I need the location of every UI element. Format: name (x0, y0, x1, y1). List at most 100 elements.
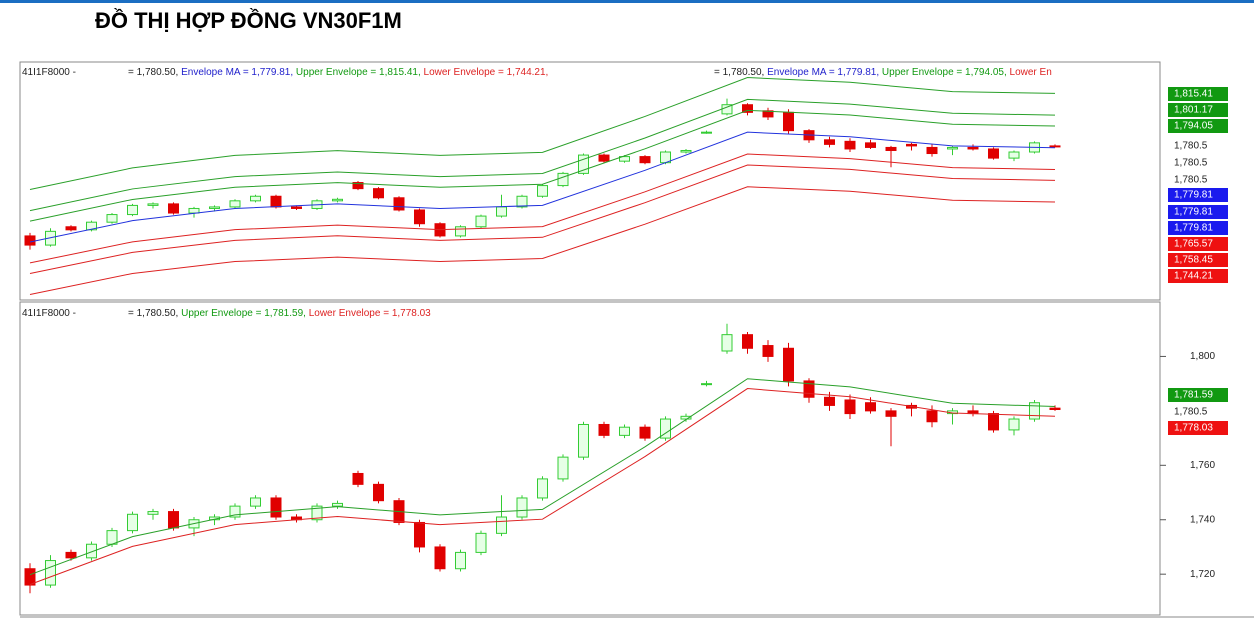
price-label: 1,780.5 (1174, 175, 1208, 186)
candle-body (270, 497, 282, 518)
candle-body (578, 154, 589, 174)
envelope-line (29, 109, 1056, 222)
candle-body (660, 418, 671, 439)
envelope-line (29, 131, 1056, 243)
envelope-line (29, 186, 1056, 295)
price-label: 1,765.57 (1174, 239, 1213, 250)
candle-body (86, 221, 97, 231)
y-tick-label: 1,760 (1190, 460, 1215, 471)
candle-body (209, 206, 220, 209)
panel-frame (19, 301, 1161, 616)
header-part: Envelope MA = 1,779.81, (767, 67, 882, 78)
price-label: 1,801.17 (1174, 105, 1213, 116)
price-badge (1168, 221, 1228, 235)
candle-body (475, 215, 487, 228)
candle-body (824, 396, 835, 406)
candle-body (926, 146, 938, 155)
price-label: 1,781.59 (1174, 390, 1213, 401)
candle-body (557, 456, 569, 480)
candle-body (742, 334, 753, 349)
envelope-line (29, 388, 1056, 585)
header-part: = 1,780.50, (714, 67, 767, 78)
header-part: = 1,780.50, (128, 67, 181, 78)
candle-body (701, 383, 712, 386)
price-badge (1168, 388, 1228, 402)
candle-body (988, 413, 999, 431)
header-part: Upper Envelope = 1,781.59, (181, 308, 309, 319)
candle-body (1049, 145, 1061, 148)
price-label: 1,815.41 (1174, 89, 1213, 100)
candle-body (598, 154, 610, 162)
candle-body (639, 156, 651, 164)
candle-body (86, 543, 97, 559)
price-badge (1168, 205, 1228, 219)
y-tick-label: 1,720 (1190, 569, 1215, 580)
candle-body (311, 505, 323, 521)
candle-body (1029, 402, 1040, 420)
candle-body (1049, 407, 1061, 411)
candle-body (783, 111, 794, 132)
candle-body (455, 551, 466, 570)
header-part: Envelope MA = 1,779.81, (181, 67, 296, 78)
candle-body (393, 197, 405, 211)
candle-body (229, 200, 241, 208)
candle-body (434, 546, 446, 570)
candle-body (537, 185, 548, 197)
price-label: 1,780.5 (1174, 407, 1208, 418)
price-badge (1168, 87, 1228, 101)
envelope-line (29, 378, 1056, 576)
candle-body (537, 478, 548, 499)
candle-body (619, 156, 630, 162)
candle-body (414, 209, 425, 225)
header-part: Upper Envelope = 1,794.05, (882, 67, 1010, 78)
top-bar (0, 0, 1254, 3)
candle-body (24, 235, 36, 246)
candle-body (844, 140, 856, 150)
envelope-line (29, 153, 1056, 264)
candle-body (147, 511, 159, 515)
price-label: 1,744.21 (1174, 271, 1213, 282)
candle-body (414, 521, 425, 548)
price-badge (1168, 237, 1228, 251)
header-part: 41I1F8000 - (22, 308, 76, 319)
candle-body (352, 182, 364, 190)
price-badge (1168, 103, 1228, 117)
page-title: ĐỒ THỊ HỢP ĐỒNG VN30F1M (95, 8, 402, 33)
candle-body (885, 410, 897, 417)
candle-body (885, 146, 897, 151)
candle-body (250, 497, 261, 507)
candle-body (106, 214, 118, 223)
price-label: 1,780.5 (1174, 141, 1208, 152)
price-badge (1168, 269, 1228, 283)
candle-body (1008, 151, 1020, 159)
candle-body (967, 146, 979, 150)
candle-body (65, 226, 77, 231)
candle-body (742, 104, 753, 113)
header-part: 41I1F8000 - (22, 67, 76, 78)
price-label: 1,794.05 (1174, 121, 1213, 132)
candle-body (373, 483, 384, 502)
candle-body (865, 402, 876, 412)
candle-body (168, 203, 179, 214)
header-part: Lower Envelope = 1,778.03 (309, 308, 431, 319)
y-tick-label: 1,800 (1190, 351, 1215, 362)
candle-body (475, 532, 487, 553)
candle-body (844, 399, 856, 415)
candle-body (1008, 418, 1020, 431)
header-part: = 1,780.50, (128, 308, 181, 319)
price-label: 1,780.5 (1174, 158, 1208, 169)
candle-body (332, 198, 343, 202)
candle-body (926, 410, 938, 423)
price-label: 1,778.03 (1174, 423, 1213, 434)
price-label: 1,779.81 (1174, 190, 1213, 201)
price-badge (1168, 421, 1228, 435)
header-part: Upper Envelope = 1,815.41, (296, 67, 424, 78)
candle-body (783, 347, 794, 382)
candle-body (455, 226, 466, 237)
candle-body (988, 148, 999, 159)
candle-body (373, 188, 384, 199)
candle-body (516, 195, 528, 208)
candle-body (906, 143, 917, 147)
